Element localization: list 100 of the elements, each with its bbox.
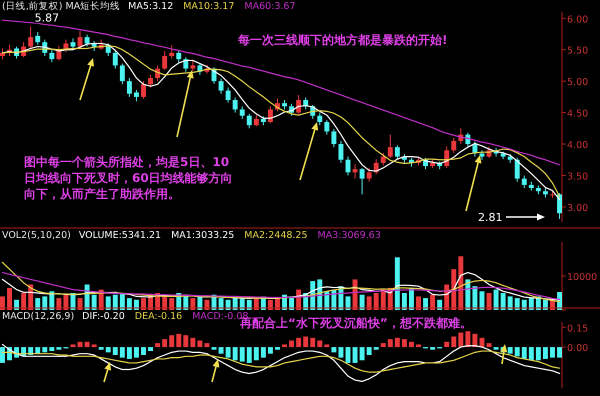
bar (218, 298, 224, 310)
bar (374, 347, 379, 350)
candlestick (360, 167, 365, 195)
bar (536, 347, 541, 360)
bar (296, 338, 302, 348)
candlestick (190, 60, 196, 72)
bar (480, 291, 484, 310)
annotation: 每一次三线顺下的地方都是暴跌的开始! (237, 33, 448, 47)
candlestick (480, 150, 484, 160)
bar (42, 347, 48, 352)
candlestick (296, 94, 302, 114)
bar (451, 336, 456, 348)
bar (324, 344, 330, 348)
bar (268, 300, 273, 310)
candlestick (346, 156, 350, 176)
bar (514, 347, 520, 356)
bar (197, 340, 202, 348)
y-tick-label: 4.00 (567, 140, 588, 152)
candlestick (451, 137, 456, 154)
bar (226, 300, 231, 310)
candlestick (226, 86, 231, 104)
bar (254, 347, 259, 360)
bar (63, 294, 68, 310)
line-series (2, 350, 560, 373)
candlestick (522, 174, 527, 189)
bar (508, 296, 513, 310)
candlestick (380, 152, 386, 166)
bar (98, 347, 104, 350)
text: MA10:3.17 (183, 1, 234, 12)
text: DEA:-0.16 (134, 311, 182, 322)
bar (458, 256, 464, 310)
bar (366, 347, 372, 355)
bar (70, 344, 76, 348)
candlestick (218, 78, 224, 94)
bar (134, 300, 139, 310)
candlestick (394, 144, 400, 160)
bar (226, 347, 231, 358)
bar (528, 298, 534, 310)
candlestick (352, 164, 358, 180)
text: MA3:3069.63 (318, 230, 381, 241)
y-tick-label: 3.00 (567, 202, 588, 214)
text: MA1:3033.25 (171, 230, 234, 241)
bar (346, 296, 350, 310)
bar (338, 347, 344, 358)
y-tick-label: 5.50 (567, 46, 588, 57)
bar (176, 334, 182, 348)
candlestick (126, 78, 132, 98)
bar (366, 296, 372, 310)
y-tick-label: 4.50 (567, 108, 588, 120)
bar (268, 347, 273, 354)
bar (14, 300, 20, 310)
bar (430, 294, 436, 310)
bar (360, 347, 365, 360)
candlestick (162, 50, 168, 70)
bar (126, 298, 132, 310)
candlestick (240, 106, 245, 120)
bar (141, 347, 146, 355)
bar (303, 336, 308, 348)
line-series (2, 344, 560, 382)
bar (542, 347, 548, 359)
text: DIF:-0.20 (82, 311, 125, 322)
bar (282, 344, 287, 348)
candlestick (84, 34, 90, 48)
bar (246, 347, 252, 363)
chart-title: MACD(12,26,9) (2, 311, 74, 322)
bar (317, 340, 322, 348)
bar (352, 347, 358, 363)
bar (380, 343, 386, 348)
text: MA60:3.67 (244, 1, 296, 12)
bar (204, 343, 210, 348)
bar (472, 286, 478, 310)
bar (289, 340, 294, 348)
chart-title: (日线,前复权) MA短长均线 (2, 0, 120, 12)
bar (56, 347, 62, 350)
annotation: 5.87 (34, 11, 60, 24)
bar (134, 347, 139, 358)
bar (183, 335, 188, 348)
bar (557, 347, 562, 358)
bar (528, 347, 534, 360)
candlestick (183, 56, 188, 72)
bar (162, 339, 168, 348)
candlestick (388, 134, 393, 158)
bar (190, 298, 196, 310)
bar (120, 347, 125, 358)
candlestick (49, 49, 54, 63)
candlestick (169, 44, 174, 60)
text: VOLUME:5341.21 (78, 230, 162, 241)
annotation: 2.81 (478, 211, 502, 224)
bar (92, 344, 97, 348)
y-tick-label: 0.00 (567, 343, 588, 354)
bar (169, 298, 174, 310)
bar (126, 347, 132, 359)
bar (169, 335, 174, 348)
chart-title: VOL2(5,10,20) (2, 230, 71, 241)
candlestick (542, 188, 548, 198)
annotation: 图中每一个箭头所指处，均是5日、10日均线向下死叉时，60日均线能够方向向下，从而产生了助跌作用。 (24, 155, 233, 201)
bar (232, 347, 238, 360)
bar (408, 342, 414, 348)
bar (155, 343, 160, 348)
candlestick (28, 26, 34, 49)
